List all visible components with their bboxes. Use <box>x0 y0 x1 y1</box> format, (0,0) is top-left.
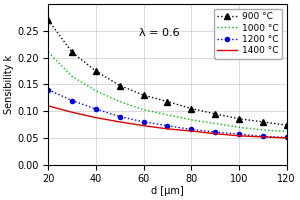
1000 °C <box>166 114 169 116</box>
900 °C <box>285 124 288 126</box>
900 °C <box>46 19 50 21</box>
900 °C <box>70 51 74 54</box>
900 °C <box>261 121 265 123</box>
1200 °C <box>190 128 193 131</box>
1400 °C <box>70 111 74 113</box>
Line: 900 °C: 900 °C <box>45 17 290 129</box>
Legend: 900 °C, 1000 °C, 1200 °C, 1400 °C: 900 °C, 1000 °C, 1200 °C, 1400 °C <box>214 9 282 59</box>
1400 °C <box>237 135 241 137</box>
1000 °C <box>118 100 122 103</box>
1200 °C <box>142 121 146 123</box>
1400 °C <box>118 121 122 123</box>
900 °C <box>94 70 98 72</box>
900 °C <box>142 94 146 96</box>
1400 °C <box>46 105 50 107</box>
1000 °C <box>94 90 98 92</box>
Y-axis label: Sensibility k: Sensibility k <box>4 55 14 114</box>
1000 °C <box>237 126 241 128</box>
1000 °C <box>213 122 217 125</box>
1400 °C <box>261 136 265 138</box>
1200 °C <box>285 136 288 139</box>
1200 °C <box>46 89 50 91</box>
1000 °C <box>70 75 74 78</box>
1400 °C <box>142 124 146 127</box>
900 °C <box>190 107 193 110</box>
1200 °C <box>118 115 122 118</box>
1400 °C <box>285 137 288 139</box>
1000 °C <box>261 129 265 131</box>
1000 °C <box>142 108 146 111</box>
Line: 1200 °C: 1200 °C <box>46 88 289 140</box>
1200 °C <box>94 108 98 110</box>
900 °C <box>237 117 241 120</box>
1200 °C <box>166 124 169 127</box>
1200 °C <box>213 131 217 133</box>
1200 °C <box>70 99 74 102</box>
1400 °C <box>94 116 98 119</box>
900 °C <box>118 84 122 87</box>
1200 °C <box>261 135 265 138</box>
1200 °C <box>237 133 241 135</box>
1400 °C <box>190 130 193 132</box>
1000 °C <box>190 119 193 121</box>
900 °C <box>213 113 217 115</box>
1000 °C <box>285 130 288 133</box>
Line: 1400 °C: 1400 °C <box>48 106 286 138</box>
Line: 1000 °C: 1000 °C <box>48 52 286 132</box>
900 °C <box>166 100 169 103</box>
Text: λ = 0.6: λ = 0.6 <box>139 28 179 38</box>
1000 °C <box>46 51 50 54</box>
1400 °C <box>166 128 169 130</box>
X-axis label: d [μm]: d [μm] <box>151 186 184 196</box>
1400 °C <box>213 132 217 135</box>
